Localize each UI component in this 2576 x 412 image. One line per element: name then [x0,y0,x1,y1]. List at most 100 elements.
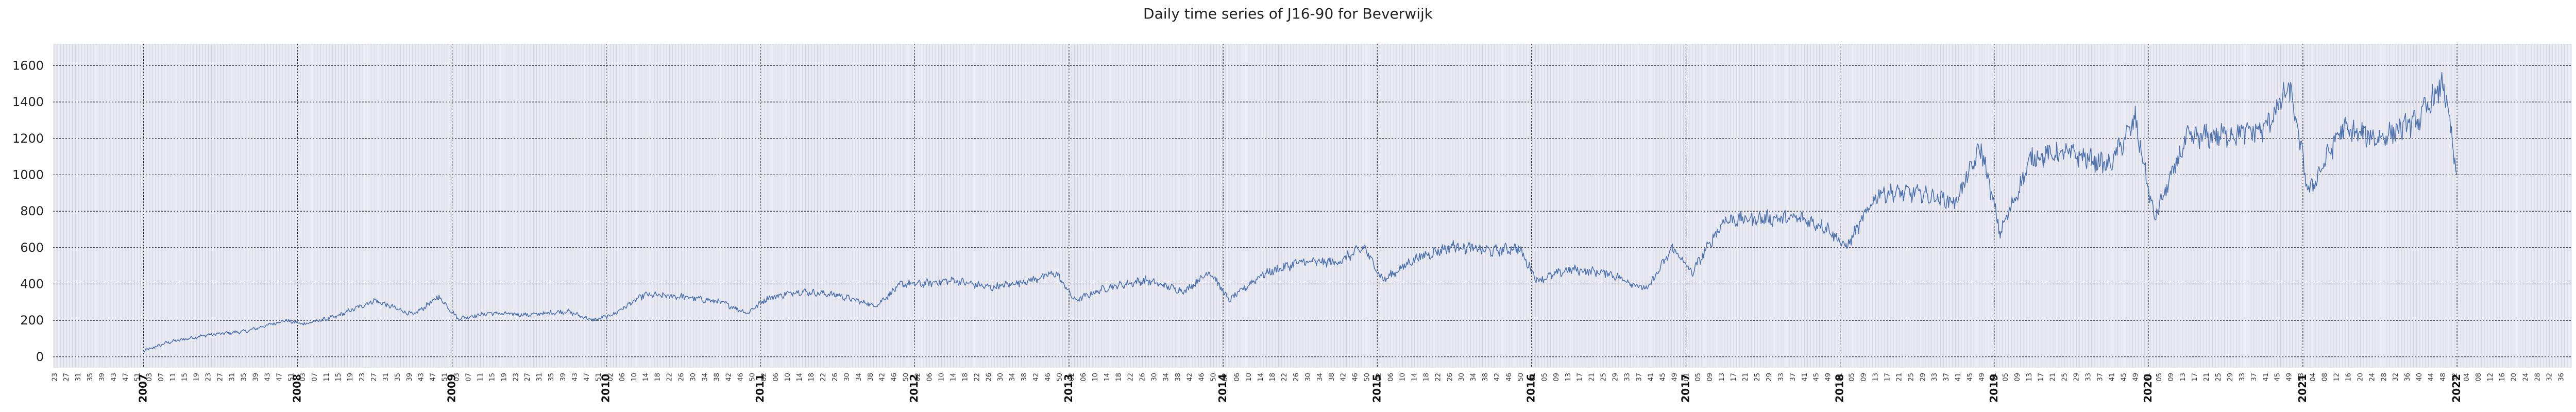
y-tick-label: 1600 [12,58,44,73]
y-tick-label: 1400 [12,95,44,109]
x-week-tick-label: 23 [512,373,520,382]
x-week-tick-label: 01 [1990,373,1998,382]
x-week-tick-label: 34 [1470,373,1478,382]
x-week-tick-label: 23 [205,373,213,382]
x-week-tick-label: 31 [536,373,544,382]
x-week-tick-label: 31 [382,373,390,382]
x-week-tick-label: 18 [654,373,662,382]
x-week-tick-label: 14 [950,373,957,382]
x-week-tick-label: 50 [1210,373,1217,382]
x-week-tick-label: 42 [1186,373,1194,382]
x-week-tick-label: 53 [2298,373,2306,382]
x-week-tick-label: 39 [406,373,414,382]
x-week-tick-label: 05 [2156,373,2163,382]
x-week-tick-label: 31 [75,373,82,382]
x-week-tick-label: 15 [181,373,189,382]
x-week-tick-label: 01 [1683,373,1690,382]
x-week-tick-label: 01 [1529,373,1537,382]
x-week-tick-label: 45 [1659,373,1667,382]
x-week-tick-label: 42 [725,373,733,382]
x-week-tick-label: 05 [1694,373,1702,382]
x-week-tick-label: 43 [264,373,272,382]
x-week-tick-label: 28 [2534,373,2542,382]
x-week-tick-label: 17 [1730,373,1738,382]
x-week-tick-label: 14 [1411,373,1418,382]
y-tick-label: 600 [20,241,44,255]
x-week-tick-label: 36 [2558,373,2566,382]
x-week-tick-label: 33 [2239,373,2246,382]
x-week-tick-label: 18 [1422,373,1430,382]
x-week-tick-label: 34 [1163,373,1171,382]
x-week-tick-label: 11 [170,373,177,382]
x-week-tick-label: 38 [1328,373,1336,382]
x-week-tick-label: 19 [500,373,508,382]
x-week-tick-label: 50 [903,373,910,382]
x-week-tick-label: 03 [299,373,307,382]
x-week-tick-label: 17 [1577,373,1584,382]
x-week-tick-label: 09 [1553,373,1561,382]
x-week-tick-label: 05 [1541,373,1549,382]
x-year-tick-label: 2010 [600,374,612,403]
x-week-tick-label: 46 [1505,373,1513,382]
x-week-tick-label: 04 [2463,373,2471,382]
x-week-tick-label: 41 [2262,373,2270,382]
x-week-tick-label: 46 [891,373,899,382]
x-week-tick-label: 43 [571,373,579,382]
x-week-tick-label: 08 [2321,373,2329,382]
x-week-tick-label: 30 [1304,373,1312,382]
x-week-tick-label: 22 [666,373,674,382]
x-week-tick-label: 15 [488,373,496,382]
y-tick-label: 400 [20,277,44,291]
x-week-tick-label: 34 [1009,373,1016,382]
x-week-tick-label: 33 [1931,373,1939,382]
x-week-tick-label: 30 [843,373,851,382]
x-week-tick-label: 13 [1718,373,1726,382]
x-week-tick-label: 17 [2038,373,2045,382]
x-week-tick-label: 49 [2286,373,2294,382]
x-week-tick-label: 30 [1151,373,1159,382]
chart-title: Daily time series of J16-90 for Beverwij… [1143,5,1433,22]
x-week-tick-label: 08 [2475,373,2483,382]
x-week-tick-label: 30 [997,373,1005,382]
x-year-tick-label: 2012 [908,374,920,403]
x-week-tick-label: 26 [1139,373,1147,382]
x-week-tick-label: 32 [2546,373,2554,382]
x-week-tick-label: 02 [607,373,615,382]
x-week-tick-label: 14 [796,373,804,382]
x-week-tick-label: 18 [1269,373,1277,382]
x-week-tick-label: 02 [914,373,922,382]
x-week-tick-label: 05 [1849,373,1856,382]
x-week-tick-label: 42 [1032,373,1040,382]
x-week-tick-label: 42 [879,373,887,382]
x-week-tick-label: 32 [2392,373,2400,382]
x-week-tick-label: 14 [642,373,650,382]
x-week-tick-label: 03 [453,373,461,382]
x-week-tick-label: 07 [311,373,319,382]
x-week-tick-label: 21 [1742,373,1750,382]
x-week-tick-label: 21 [1895,373,1903,382]
x-year-tick-label: 2008 [291,374,303,403]
x-week-tick-label: 06 [619,373,626,382]
x-year-tick-label: 2022 [2450,374,2463,403]
x-week-tick-label: 46 [737,373,744,382]
x-week-tick-label: 49 [1671,373,1679,382]
x-week-tick-label: 13 [1565,373,1572,382]
x-week-tick-label: 47 [430,373,437,382]
x-week-tick-label: 29 [2073,373,2081,382]
x-week-tick-label: 26 [985,373,993,382]
x-year-tick-label: 2011 [754,374,766,403]
x-axis: 23 27 31 35 39 43 47 51 03 07 11 15 19 23 27 31 35 39 43 47… [51,373,2565,403]
x-week-tick-label: 28 [2380,373,2388,382]
y-axis: 0 200 400 600 800 1000 1200 1400 1600 [12,58,44,364]
x-year-tick-label: 2017 [1679,374,1691,403]
y-tick-label: 800 [20,204,44,218]
x-week-tick-label: 25 [1600,373,1608,382]
x-week-tick-label: 51 [442,373,449,382]
x-week-tick-label: 04 [2310,373,2317,382]
x-week-tick-label: 02 [1222,373,1229,382]
x-week-tick-label: 15 [335,373,343,382]
x-week-tick-label: 12 [2487,373,2495,382]
y-tick-label: 200 [20,313,44,328]
x-week-tick-label: 38 [1174,373,1182,382]
x-year-tick-label: 2013 [1062,374,1075,403]
